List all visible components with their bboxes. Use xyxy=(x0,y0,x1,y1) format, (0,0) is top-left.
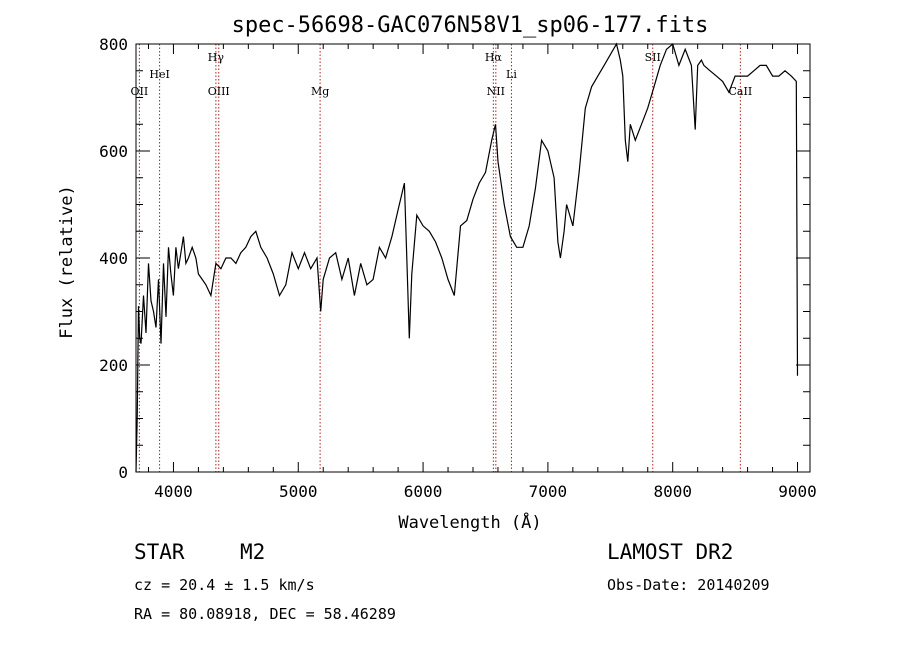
spectral-line-label: Mg xyxy=(311,85,329,98)
y-tick-label: 600 xyxy=(99,142,128,161)
y-tick-label: 200 xyxy=(99,356,128,375)
spectral-line-markers xyxy=(138,44,741,472)
spectral-line-label: Li xyxy=(506,68,517,81)
spectral-line-label: Hγ xyxy=(208,51,225,64)
x-tick-label: 6000 xyxy=(404,482,443,501)
x-axis-label: Wavelength (Å) xyxy=(398,511,541,533)
coordinates-label: RA = 80.08918, DEC = 58.46289 xyxy=(134,605,396,623)
y-tick-label: 800 xyxy=(99,35,128,54)
x-tick-label: 8000 xyxy=(653,482,692,501)
x-tick-label: 4000 xyxy=(154,482,193,501)
subclass-label: M2 xyxy=(240,540,265,564)
spectral-line-label: HeI xyxy=(149,68,169,81)
spectrum-series-line xyxy=(135,42,799,473)
y-axis-label: Flux (relative) xyxy=(57,185,77,339)
x-tick-label: 9000 xyxy=(778,482,817,501)
y-tick-label: 400 xyxy=(99,249,128,268)
survey-label: LAMOST DR2 xyxy=(607,540,733,564)
obs-date-label: Obs-Date: 20140209 xyxy=(607,576,770,594)
spectral-line-label: Hα xyxy=(485,51,503,64)
spectral-line-label: SII xyxy=(645,51,661,64)
x-tick-label: 7000 xyxy=(529,482,568,501)
redshift-label: cz = 20.4 ± 1.5 km/s xyxy=(134,576,315,594)
chart-title: spec-56698-GAC076N58V1_sp06-177.fits xyxy=(232,13,709,38)
y-tick-label: 0 xyxy=(118,463,128,482)
plot-frame xyxy=(135,43,811,473)
spectral-line-label: CaII xyxy=(729,85,753,98)
spectral-line-label: OII xyxy=(131,85,149,98)
spectral-line-label: NII xyxy=(487,85,505,98)
spectral-line-label: OIII xyxy=(208,85,230,98)
x-tick-label: 5000 xyxy=(279,482,318,501)
y-axis-ticks: 0 200 400 600 800 xyxy=(99,35,810,482)
x-axis-ticks: 4000 5000 6000 7000 8000 9000 xyxy=(147,44,817,501)
object-type-label: STAR xyxy=(134,540,185,564)
